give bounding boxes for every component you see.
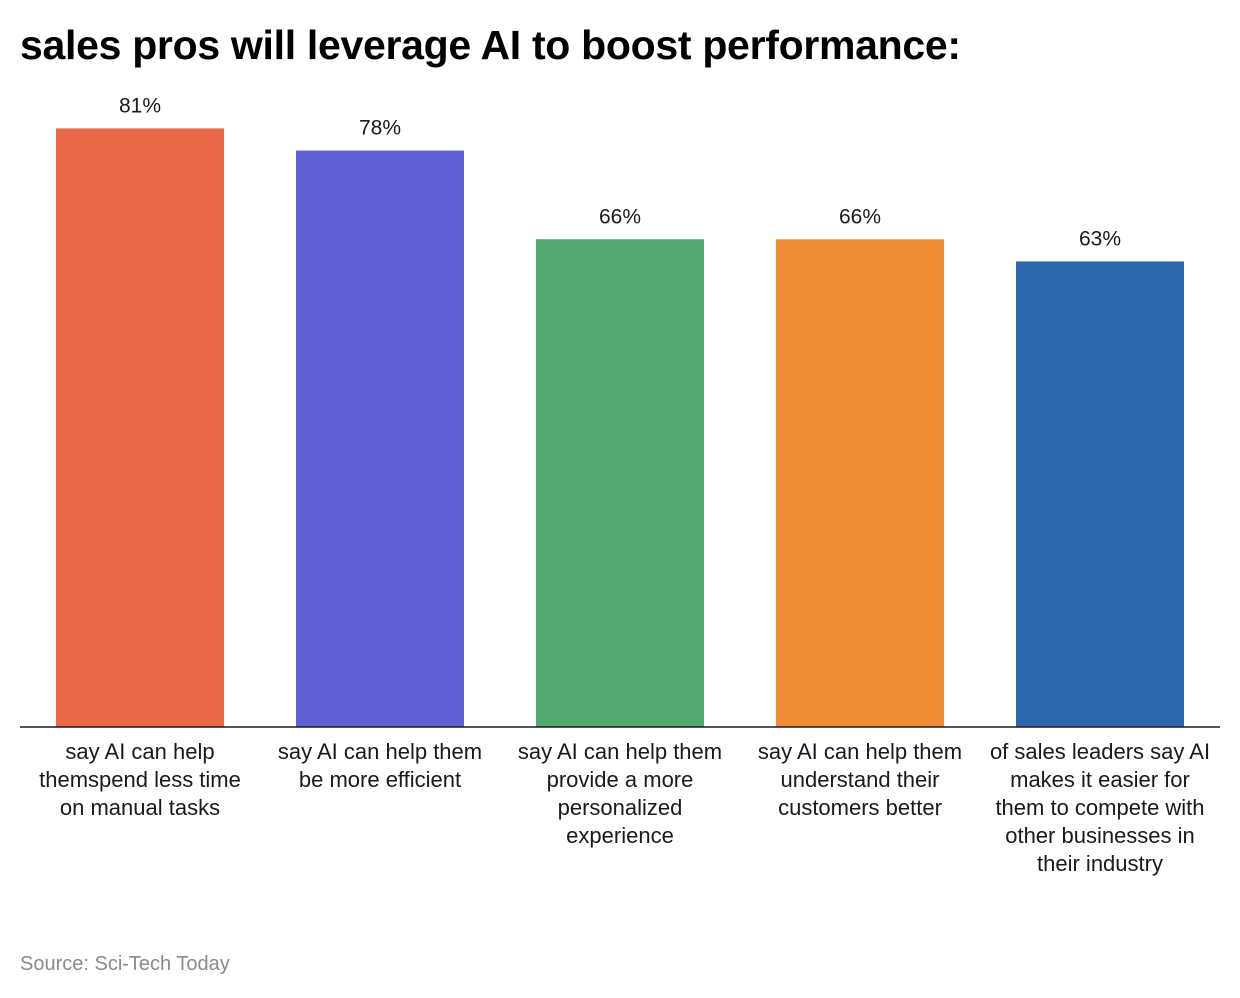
category-label-4: say AI can help them understand their cu… xyxy=(757,739,963,820)
bar-value-label-2: 78% xyxy=(359,117,401,140)
category-label-5: of sales leaders say AI makes it easier … xyxy=(989,739,1211,876)
bar-1 xyxy=(56,128,224,727)
bar-value-label-1: 81% xyxy=(119,94,161,117)
category-label-3: say AI can help them provide a more pers… xyxy=(517,739,723,848)
bar-value-label-3: 66% xyxy=(599,205,641,228)
bar-5 xyxy=(1016,261,1184,727)
bar-value-label-5: 63% xyxy=(1079,227,1121,250)
category-label-1: say AI can help themspend less time on m… xyxy=(39,739,241,820)
source-note: Source: Sci-Tech Today xyxy=(20,953,230,975)
bar-2 xyxy=(296,150,464,727)
category-label-2: say AI can help them be more efficient xyxy=(277,739,483,792)
bar-value-label-4: 66% xyxy=(839,205,881,228)
bar-4 xyxy=(776,239,944,727)
bar-3 xyxy=(536,239,704,727)
chart-title: sales pros will leverage AI to boost per… xyxy=(20,22,961,68)
